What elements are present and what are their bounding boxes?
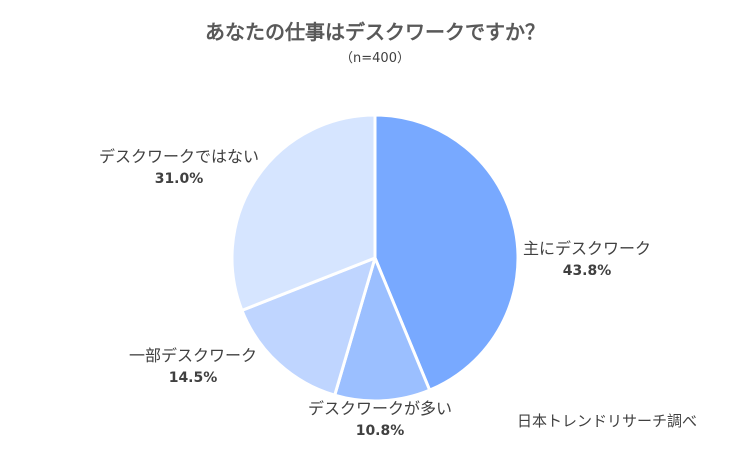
- pie-slice-0: [373, 113, 520, 392]
- chart-title: あなたの仕事はデスクワークですか？: [205, 20, 545, 44]
- chart-subtitle: （n=400）: [340, 51, 410, 66]
- slice-label-0: 主にデスクワーク 43.8%: [502, 238, 672, 282]
- source-note: 日本トレンドリサーチ調べ: [517, 412, 698, 430]
- pie-slice-1: [333, 256, 432, 403]
- slice-category-2: 一部デスクワーク: [128, 346, 257, 365]
- slice-value-0: 43.8%: [562, 263, 612, 279]
- slice-label-1: デスクワークが多い 10.8%: [285, 398, 475, 442]
- slice-value-1: 10.8%: [355, 423, 405, 439]
- pie-slice-2: [240, 256, 377, 397]
- slice-label-3: デスクワークではない 31.0%: [84, 146, 274, 190]
- slice-value-2: 14.5%: [168, 370, 218, 386]
- slice-category-3: デスクワークではない: [98, 147, 259, 166]
- slice-category-0: 主にデスクワーク: [522, 239, 651, 258]
- slice-category-1: デスクワークが多い: [307, 399, 452, 418]
- pie-slice-3: [230, 113, 377, 312]
- slice-label-2: 一部デスクワーク 14.5%: [108, 345, 278, 389]
- slice-value-3: 31.0%: [154, 171, 204, 187]
